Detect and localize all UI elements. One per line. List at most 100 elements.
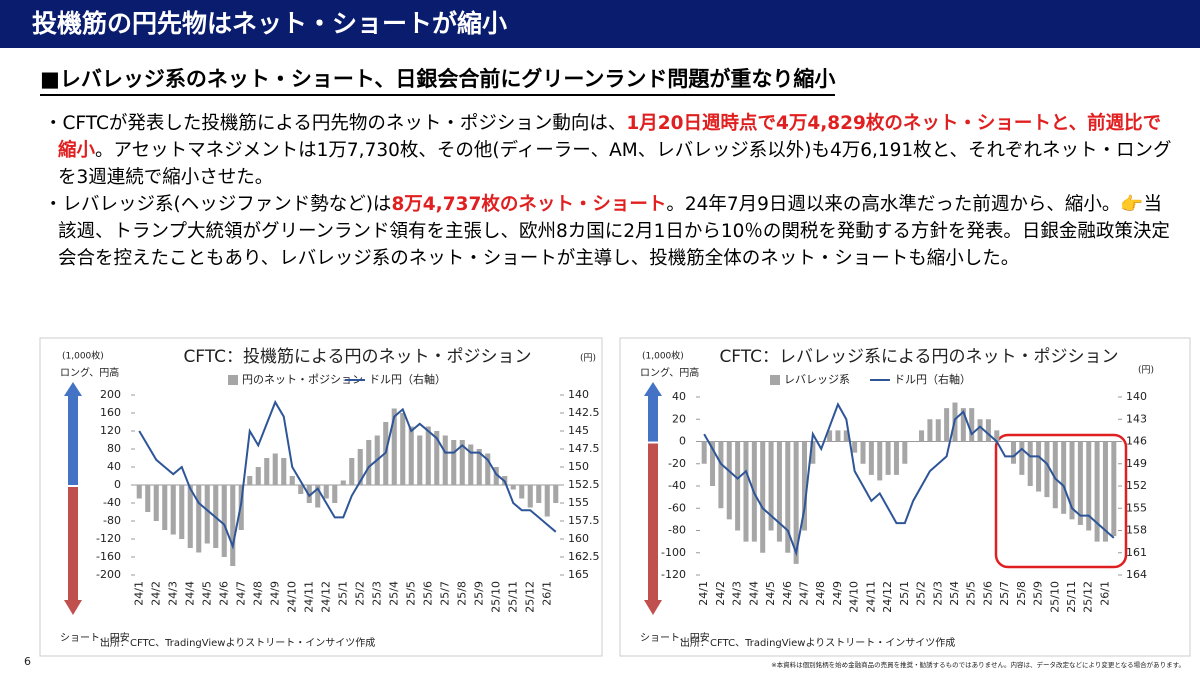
x-tick-label: 25/9 [472, 581, 485, 606]
bar [1019, 441, 1025, 475]
y-tick-label: -120 [96, 532, 121, 545]
x-tick-label: 24/8 [814, 581, 827, 606]
bar [187, 485, 193, 548]
bar [793, 441, 799, 564]
subtitle: ■レバレッジ系のネット・ショート、日銀会合前にグリーンランド問題が重なり縮小 [40, 64, 836, 96]
bar [162, 485, 168, 530]
x-tick-label: 25/1 [336, 581, 349, 606]
bar [985, 419, 991, 442]
x-tick-label: 25/7 [998, 581, 1011, 606]
bar [493, 467, 499, 485]
y2-tick-label: 155 [1126, 501, 1147, 514]
x-tick-label: 25/4 [948, 581, 961, 606]
bar [264, 458, 270, 485]
x-tick-label: 24/2 [714, 581, 727, 606]
bar [536, 485, 542, 503]
bar [718, 441, 724, 509]
y-unit: (1,000枚) [62, 350, 104, 362]
long-label: ロング、円高 [640, 366, 699, 379]
y-tick-label: -60 [668, 501, 686, 514]
x-tick-label: 24/12 [319, 581, 332, 613]
x-tick-label: 25/11 [506, 581, 519, 613]
y2-tick-label: 140 [568, 388, 589, 401]
bar [315, 485, 321, 508]
bar [417, 435, 423, 485]
bar [1077, 441, 1083, 525]
x-tick-label: 25/6 [421, 581, 434, 606]
bar [400, 413, 406, 485]
short-arrow-head [644, 600, 662, 615]
bar [485, 453, 491, 485]
bar [701, 441, 707, 464]
bullet: ・CFTCが発表した投機筋による円先物のネット・ポジション動向は、1月20日週時… [44, 110, 1174, 191]
bar [468, 444, 474, 485]
source: 出所：CFTC、TradingViewよりストリート・インサイツ作成 [680, 636, 955, 649]
bar [919, 430, 925, 442]
bar [332, 485, 338, 503]
text: 。アセットマネジメントは1万7,730枚、その他(ディーラー、AM、レバレッジ系… [58, 140, 1172, 188]
bar [801, 441, 808, 531]
y-tick-label: -120 [661, 568, 686, 581]
bar [810, 441, 816, 464]
bar [835, 430, 841, 442]
bar [1010, 441, 1017, 464]
bar [527, 485, 533, 508]
y2-tick-label: 152.5 [568, 478, 600, 491]
x-tick-label: 25/2 [353, 581, 366, 606]
bar [1111, 441, 1117, 537]
long-arrow [648, 395, 658, 442]
x-tick-label: 24/11 [302, 581, 315, 613]
bar [843, 430, 849, 442]
chart-title: CFTC：投機筋による円のネット・ポジション [183, 347, 531, 367]
bar [860, 441, 866, 464]
bullets: ・CFTCが発表した投機筋による円先物のネット・ポジション動向は、1月20日週時… [44, 110, 1174, 272]
legend-label: ドル円（右軸） [369, 372, 446, 386]
legend-swatch [228, 375, 238, 385]
x-tick-label: 24/8 [251, 581, 264, 606]
bar [1069, 441, 1075, 520]
bar [776, 441, 782, 542]
bar [323, 485, 329, 499]
bar [785, 441, 791, 553]
y-tick-label: 40 [672, 390, 686, 403]
bar [977, 419, 983, 442]
x-tick-label: 25/5 [404, 581, 417, 606]
y2-unit: (円) [1138, 365, 1154, 376]
bar [1102, 441, 1108, 542]
bullet: ・レバレッジ系(ヘッジファンド勢など)は8万4,737枚のネット・ショート。24… [44, 191, 1174, 272]
bar [289, 476, 295, 485]
long-arrow-head [64, 382, 82, 396]
x-tick-label: 24/9 [268, 581, 281, 606]
header-title: 投機筋の円先物はネット・ショートが縮小 [0, 0, 1200, 48]
y2-tick-label: 164 [1126, 568, 1147, 581]
y-tick-label: -160 [96, 550, 121, 563]
line [703, 402, 1115, 557]
x-tick-label: 24/12 [881, 581, 894, 613]
x-tick-label: 24/4 [183, 581, 196, 606]
bar [170, 485, 176, 535]
x-tick-label: 25/10 [489, 581, 502, 613]
y2-tick-label: 162.5 [568, 550, 600, 563]
bar [827, 430, 833, 442]
bar [553, 485, 559, 503]
bar [944, 408, 950, 442]
bar [451, 440, 457, 485]
y-tick-label: 120 [100, 424, 121, 437]
bar [1061, 441, 1067, 514]
x-tick-label: 24/10 [285, 581, 298, 613]
bar [408, 426, 414, 485]
y-tick-label: -20 [668, 457, 686, 470]
bar [994, 430, 1000, 442]
text: ・CFTCが発表した投機筋による円先物のネット・ポジション動向は、 [44, 113, 627, 134]
legend-label: レバレッジ系 [784, 373, 850, 386]
x-tick-label: 25/9 [1032, 581, 1045, 606]
y-tick-label: -40 [668, 479, 686, 492]
y-tick-label: 40 [107, 460, 121, 473]
bar [298, 485, 304, 494]
bar [1052, 441, 1058, 509]
bar [145, 485, 151, 512]
source: 出所：CFTC、TradingViewよりストリート・インサイツ作成 [100, 636, 375, 649]
x-tick-label: 24/6 [781, 581, 794, 606]
x-tick-label: 24/6 [217, 581, 230, 606]
